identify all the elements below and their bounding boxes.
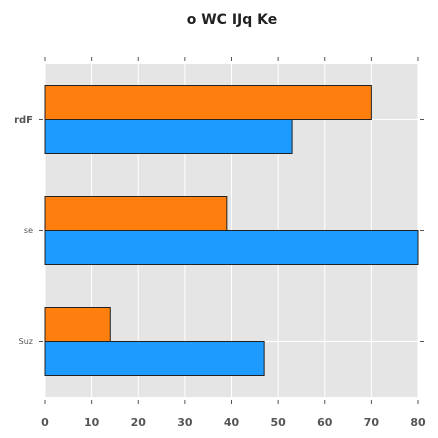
x-tick-label: 20 [131, 416, 147, 429]
x-tick-label: 10 [84, 416, 100, 429]
x-tick-label: 50 [270, 416, 286, 429]
y-tick-label: se [24, 226, 33, 235]
bar [44, 341, 265, 376]
x-tick-label: 0 [41, 416, 49, 429]
bar [44, 119, 293, 154]
bar [44, 307, 111, 342]
chart-title: o WC IJq Ke [187, 12, 278, 28]
x-tick-label: 60 [317, 416, 333, 429]
bar [44, 85, 372, 120]
x-tick-label: 40 [224, 416, 240, 429]
x-tick-labels: 0 10 20 30 40 50 60 70 80 [41, 416, 426, 429]
x-tick-label: 70 [364, 416, 380, 429]
bar [44, 230, 419, 265]
y-tick-label: rdF [14, 115, 33, 126]
bar [44, 196, 228, 231]
y-tick-labels: rdF se Suz [14, 115, 33, 346]
bars [44, 85, 419, 376]
y-tick-label: Suz [19, 337, 33, 346]
x-tick-label: 80 [410, 416, 426, 429]
x-tick-label: 30 [177, 416, 193, 429]
axis-ticks [39, 57, 424, 404]
